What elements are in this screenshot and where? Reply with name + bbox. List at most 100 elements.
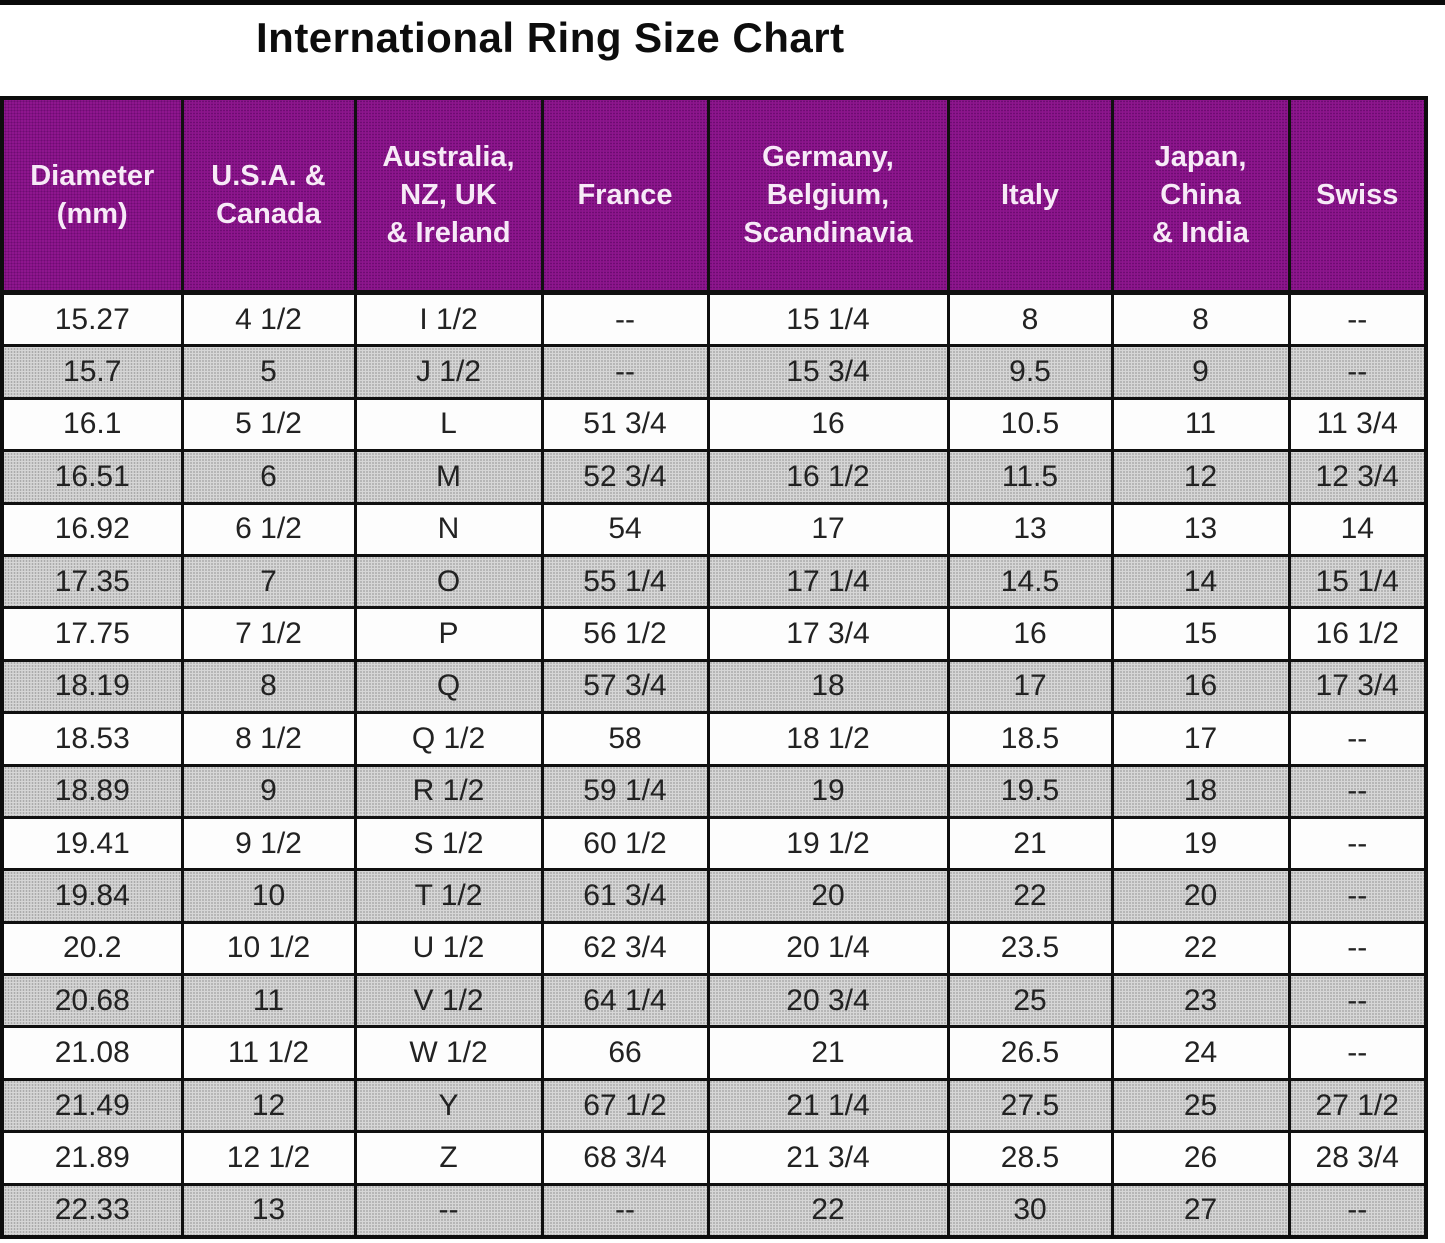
table-row: 16.51 6 M 52 3/4 16 1/2 11.5 12 12 3/4	[0, 449, 1428, 505]
table-cell: --	[1287, 763, 1428, 819]
table-row: 18.19 8 Q 57 3/4 18 17 16 17 3/4	[0, 658, 1428, 715]
table-cell: 15	[1110, 606, 1291, 662]
table-cell: 10.5	[946, 396, 1114, 453]
table-row: 18.53 8 1/2 Q 1/2 58 18 1/2 18.5 17 --	[0, 711, 1428, 767]
table-cell: 25	[946, 973, 1114, 1029]
table-cell: 19.5	[946, 763, 1114, 819]
table-cell: S 1/2	[353, 815, 544, 872]
table-cell: 18.89	[0, 763, 184, 819]
table-cell: 5	[180, 344, 357, 400]
table-cell: 59 1/4	[540, 763, 710, 819]
page-title: International Ring Size Chart	[256, 14, 845, 61]
table-cell: 67 1/2	[540, 1077, 710, 1134]
table-cell: 56 1/2	[540, 606, 710, 662]
table-cell: 18 1/2	[706, 711, 950, 767]
table-cell: 15 1/4	[706, 290, 950, 348]
table-cell: P	[353, 606, 544, 662]
table-cell: 16.92	[0, 501, 184, 557]
table-cell: 16.51	[0, 449, 184, 505]
table-cell: 19.41	[0, 815, 184, 872]
table-cell: 21.49	[0, 1077, 184, 1134]
table-cell: 8 1/2	[180, 711, 357, 767]
column-header-usa-canada: U.S.A. & Canada	[180, 96, 357, 295]
table-cell: J 1/2	[353, 344, 544, 400]
table-cell: 7 1/2	[180, 606, 357, 662]
table-cell: 14	[1287, 501, 1428, 557]
table-cell: Q	[353, 658, 544, 715]
table-cell: 25	[1110, 1077, 1291, 1134]
table-cell: 14.5	[946, 553, 1114, 610]
table-cell: 12 1/2	[180, 1130, 357, 1186]
table-cell: 4 1/2	[180, 290, 357, 348]
table-row: 18.89 9 R 1/2 59 1/4 19 19.5 18 --	[0, 763, 1428, 819]
table-cell: 19	[706, 763, 950, 819]
table-cell: 57 3/4	[540, 658, 710, 715]
table-cell: 23.5	[946, 920, 1114, 977]
table-cell: 20 1/4	[706, 920, 950, 977]
table-cell: 18.53	[0, 711, 184, 767]
table-cell: 66	[540, 1025, 710, 1081]
table-cell: I 1/2	[353, 290, 544, 348]
table-cell: 30	[946, 1182, 1114, 1239]
table-cell: 60 1/2	[540, 815, 710, 872]
table-cell: 52 3/4	[540, 449, 710, 505]
table-cell: 17.75	[0, 606, 184, 662]
table-cell: 64 1/4	[540, 973, 710, 1029]
table-cell: 27	[1110, 1182, 1291, 1239]
table-cell: 18	[706, 658, 950, 715]
table-row: 20.68 11 V 1/2 64 1/4 20 3/4 25 23 --	[0, 973, 1428, 1029]
table-cell: Q 1/2	[353, 711, 544, 767]
table-row: 22.33 13 -- -- 22 30 27 --	[0, 1182, 1428, 1239]
table-cell: --	[353, 1182, 544, 1239]
table-cell: 9 1/2	[180, 815, 357, 872]
table-cell: R 1/2	[353, 763, 544, 819]
ring-size-table-body: 15.27 4 1/2 I 1/2 -- 15 1/4 8 8 -- 15.7 5 J 1/2 -- 1…	[0, 290, 1428, 1239]
column-header-swiss: Swiss	[1287, 96, 1428, 295]
table-cell: --	[540, 290, 710, 348]
table-cell: 11 3/4	[1287, 396, 1428, 453]
table-cell: Y	[353, 1077, 544, 1134]
table-cell: W 1/2	[353, 1025, 544, 1081]
column-header-germany-belgium-scandinavia: Germany, Belgium, Scandinavia	[706, 96, 950, 295]
column-header-diameter: Diameter (mm)	[0, 96, 184, 295]
table-cell: --	[1287, 290, 1428, 348]
table-cell: L	[353, 396, 544, 453]
table-cell: 23	[1110, 973, 1291, 1029]
table-cell: --	[1287, 920, 1428, 977]
table-cell: 17	[1110, 711, 1291, 767]
table-cell: N	[353, 501, 544, 557]
table-cell: 16	[946, 606, 1114, 662]
table-cell: 5 1/2	[180, 396, 357, 453]
table-cell: 21 3/4	[706, 1130, 950, 1186]
column-header-japan-china-india: Japan, China & India	[1110, 96, 1291, 295]
table-cell: Z	[353, 1130, 544, 1186]
table-cell: 17 3/4	[706, 606, 950, 662]
table-cell: 19 1/2	[706, 815, 950, 872]
table-cell: 11 1/2	[180, 1025, 357, 1081]
table-cell: 18	[1110, 763, 1291, 819]
table-cell: 21	[946, 815, 1114, 872]
table-cell: 62 3/4	[540, 920, 710, 977]
table-cell: M	[353, 449, 544, 505]
table-cell: 9	[1110, 344, 1291, 400]
table-cell: 9	[180, 763, 357, 819]
table-cell: 55 1/4	[540, 553, 710, 610]
table-cell: 58	[540, 711, 710, 767]
table-cell: --	[1287, 973, 1428, 1029]
table-cell: 17	[946, 658, 1114, 715]
table-cell: 61 3/4	[540, 868, 710, 924]
table-cell: --	[1287, 344, 1428, 400]
table-cell: 8	[946, 290, 1114, 348]
table-cell: 9.5	[946, 344, 1114, 400]
table-row: 19.41 9 1/2 S 1/2 60 1/2 19 1/2 21 19 --	[0, 815, 1428, 872]
table-cell: 12	[180, 1077, 357, 1134]
table-cell: 16 1/2	[706, 449, 950, 505]
table-cell: 11	[180, 973, 357, 1029]
table-cell: 11.5	[946, 449, 1114, 505]
table-cell: 21.89	[0, 1130, 184, 1186]
table-cell: 21 1/4	[706, 1077, 950, 1134]
table-cell: O	[353, 553, 544, 610]
table-cell: 22	[706, 1182, 950, 1239]
table-cell: 20.2	[0, 920, 184, 977]
table-cell: 22	[1110, 920, 1291, 977]
